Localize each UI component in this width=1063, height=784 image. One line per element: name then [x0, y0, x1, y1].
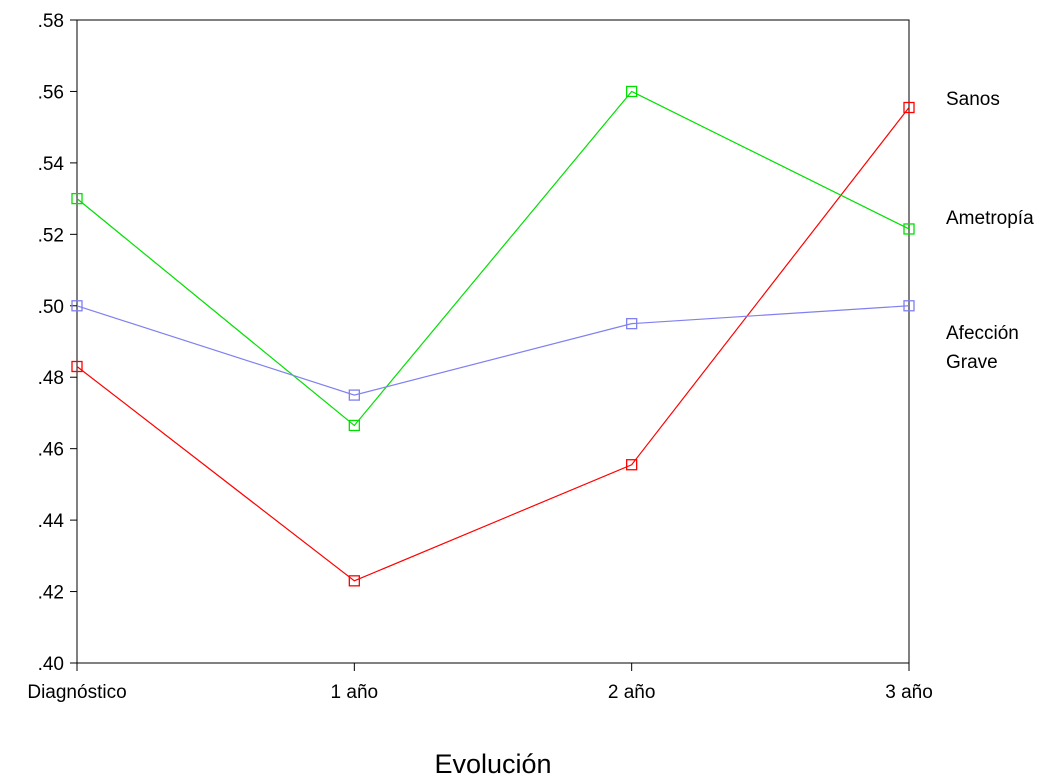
y-tick-label: .42: [38, 583, 64, 604]
y-tick-label: .44: [38, 511, 65, 532]
y-tick-label: .40: [38, 654, 64, 675]
data-point-marker: [626, 459, 638, 471]
data-point-marker: [626, 317, 638, 330]
data-point-marker: [903, 300, 915, 312]
legend-label: Ametropía: [946, 208, 1034, 229]
data-point-marker: [71, 360, 83, 373]
data-point-marker: [348, 575, 360, 587]
legend-label: Afección Grave: [946, 323, 1019, 373]
data-point-marker: [348, 389, 360, 401]
data-point-marker: [71, 192, 83, 205]
legend-label-line: Afección: [946, 323, 1019, 344]
series-line: [76, 90, 910, 427]
legend-label-line: Grave: [946, 352, 998, 373]
y-tick-label: .48: [38, 368, 64, 389]
y-tick-label: .58: [38, 11, 64, 32]
x-tick-label: 3 año: [885, 682, 933, 703]
y-tick-label: .56: [38, 82, 64, 103]
legend: Sanos Ametropía Afección Grave: [946, 89, 1034, 373]
data-point-marker: [348, 419, 360, 432]
legend-label: Sanos: [946, 89, 1000, 110]
x-tick-label: Diagnóstico: [27, 682, 126, 703]
y-tick-label: .50: [38, 297, 64, 318]
x-tick-label: 2 año: [608, 682, 656, 703]
data-point-marker: [903, 101, 915, 114]
x-axis-title: Evolución: [434, 749, 551, 779]
plot-frame: [76, 19, 910, 664]
y-tick-label: .46: [38, 440, 64, 461]
x-axis: Diagnóstico 1 año 2 año 3 año: [27, 663, 933, 703]
series-line: [76, 305, 910, 396]
series-layer: [71, 85, 915, 587]
data-point-marker: [903, 223, 915, 235]
y-axis: .40 .42 .44 .46 .48 .50 .52 .54 .56 .58: [38, 11, 77, 675]
data-point-marker: [626, 85, 638, 98]
x-tick-label: 1 año: [331, 682, 379, 703]
series-line: [76, 107, 910, 582]
data-point-marker: [71, 300, 83, 312]
y-tick-label: .54: [38, 154, 65, 175]
y-tick-label: .52: [38, 225, 64, 246]
